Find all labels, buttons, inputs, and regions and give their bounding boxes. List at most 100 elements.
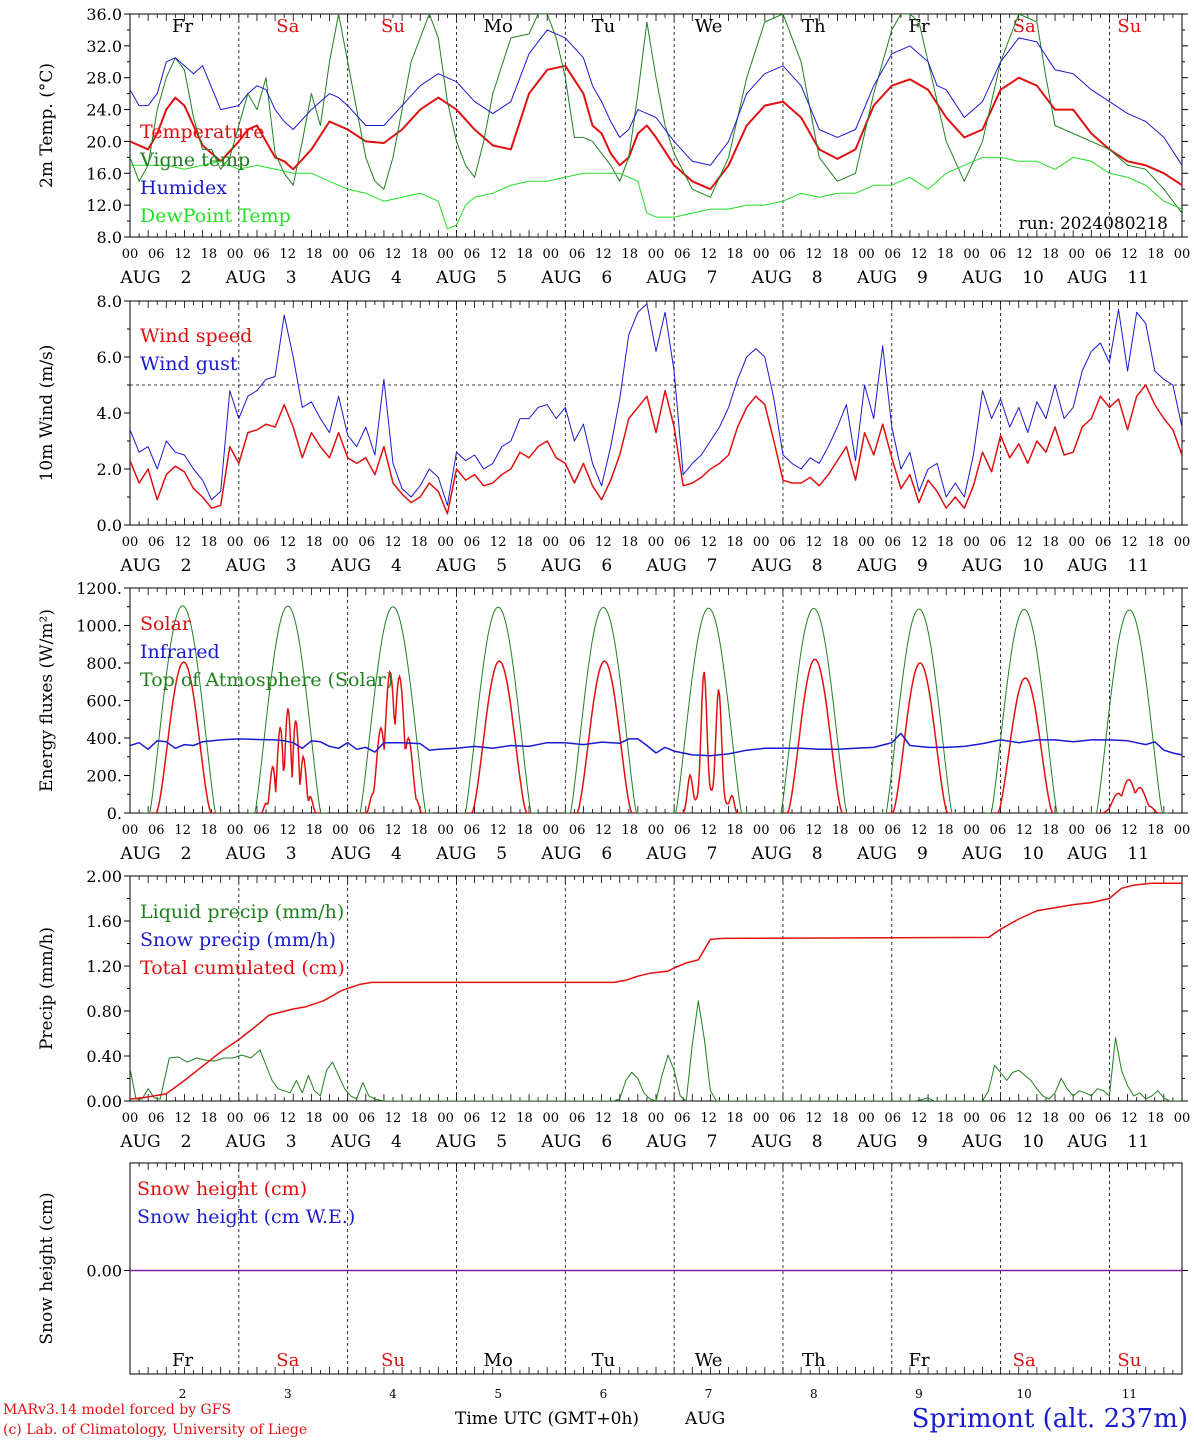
run-annotation: run: 2024080218 [1019,214,1168,234]
solar-line [257,708,321,813]
date-label: AUG 8 [751,556,823,576]
hour-tick-label: 00 [332,1111,349,1126]
date-label: AUG 4 [330,268,402,288]
hour-tick-label: 12 [280,247,297,262]
plot-frame [129,13,1183,238]
hour-tick-label: 00 [122,535,139,550]
date-day: 7 [707,1132,718,1152]
hour-tick-label: 00 [858,247,875,262]
hour-tick-label: 00 [1069,535,1086,550]
hour-tick-label: 06 [779,535,796,550]
date-month: AUG [225,1132,266,1152]
hour-tick-label: 00 [648,1111,665,1126]
y-tick-label: 32.0 [86,37,122,56]
hour-tick-label: 18 [201,1111,218,1126]
y-axis-label: Snow height (cm) [37,1192,57,1344]
date-label: AUG 3 [225,556,297,576]
hour-tick-label: 00 [753,535,770,550]
date-day: 3 [286,844,297,864]
date-month: AUG [751,268,792,288]
hour-tick-label: 12 [1016,1111,1033,1126]
y-tick-label: 20.0 [86,132,122,151]
date-day: 3 [286,268,297,288]
hour-tick-label: 12 [911,823,928,838]
date-label: AUG 4 [330,1132,402,1152]
date-day: 3 [286,556,297,576]
date-month: AUG [540,1132,581,1152]
y-tick-label: 28.0 [86,69,122,88]
hour-tick-label: 12 [595,535,612,550]
legend-entry: Humidex [140,177,227,199]
date-day: 4 [391,556,402,576]
solar-line [362,670,426,813]
date-month: AUG [961,844,1002,864]
solar-line [1098,778,1163,813]
weekday-label: Mo [484,1350,513,1371]
hour-tick-label: 06 [253,823,270,838]
hour-tick-label: 00 [437,247,454,262]
date-day: 6 [601,556,612,576]
y-tick-label: 1200. [76,579,122,598]
y-tick-label: 2.00 [86,867,122,886]
hour-tick-label: 18 [621,535,638,550]
hour-tick-label: 12 [1121,823,1138,838]
y-tick-label: 8.0 [97,228,122,247]
hour-tick-label: 00 [227,247,244,262]
hour-tick-label: 12 [280,823,297,838]
hour-tick-label: 12 [1016,823,1033,838]
series-dewpoint-temp [130,156,1182,230]
date-label: AUG 8 [751,268,823,288]
date-month: AUG [225,844,266,864]
series-wind-speed [130,384,1182,515]
hour-tick-label: 12 [911,535,928,550]
hour-tick-label: 12 [806,823,823,838]
date-month: AUG [856,268,897,288]
date-month: AUG [330,268,371,288]
solar-line [993,677,1058,813]
date-day: 9 [917,1132,928,1152]
date-day: 10 [1022,556,1044,576]
y-tick-label: 12.0 [86,196,122,215]
hour-tick-label: 00 [332,247,349,262]
weekday-label: Su [381,16,405,37]
weekday-label: Sa [276,16,299,37]
date-label: AUG 5 [435,844,507,864]
date-label: AUG 3 [225,844,297,864]
date-month: AUG [1066,556,1107,576]
date-month: AUG [645,268,686,288]
hour-tick-label: 06 [253,535,270,550]
date-month: AUG [1066,844,1107,864]
hour-tick-label: 00 [648,535,665,550]
series-vigne-temp [130,14,1182,214]
toa-solar-line [879,608,959,813]
hour-tick-label: 00 [963,823,980,838]
hour-tick-label: 06 [358,247,375,262]
hour-tick-label: 06 [990,535,1007,550]
hour-tick-label: 18 [937,823,954,838]
hour-tick-label: 18 [621,823,638,838]
series-wind-gust [130,303,1182,506]
hour-tick-label: 00 [963,1111,980,1126]
y-tick-label: 2.0 [97,460,122,479]
hour-tick-label: 06 [253,1111,270,1126]
hour-tick-label: 12 [280,535,297,550]
y-tick-label: 1.60 [86,912,122,931]
date-day: 5 [496,844,507,864]
hour-tick-label: 00 [1069,1111,1086,1126]
hour-tick-label: 12 [280,1111,297,1126]
weekday-label: Fr [908,16,929,37]
lab-credit: (c) Lab. of Climatology, University of L… [3,1422,307,1438]
hour-tick-label: 00 [753,823,770,838]
toa-solar-line [669,607,748,813]
footer: MARv3.14 model forced by GFS (c) Lab. of… [3,1402,1188,1438]
y-tick-label: 200. [86,767,122,786]
hour-tick-label: 00 [858,823,875,838]
date-day: 4 [391,1132,402,1152]
hour-tick-label: 12 [1016,535,1033,550]
date-label: AUG 11 [1066,1132,1149,1152]
hour-tick-label: 00 [858,1111,875,1126]
series-temperature [130,64,1182,191]
hour-tick-label: 06 [884,247,901,262]
hour-tick-label: 06 [884,823,901,838]
month-label: AUG [684,1409,725,1429]
